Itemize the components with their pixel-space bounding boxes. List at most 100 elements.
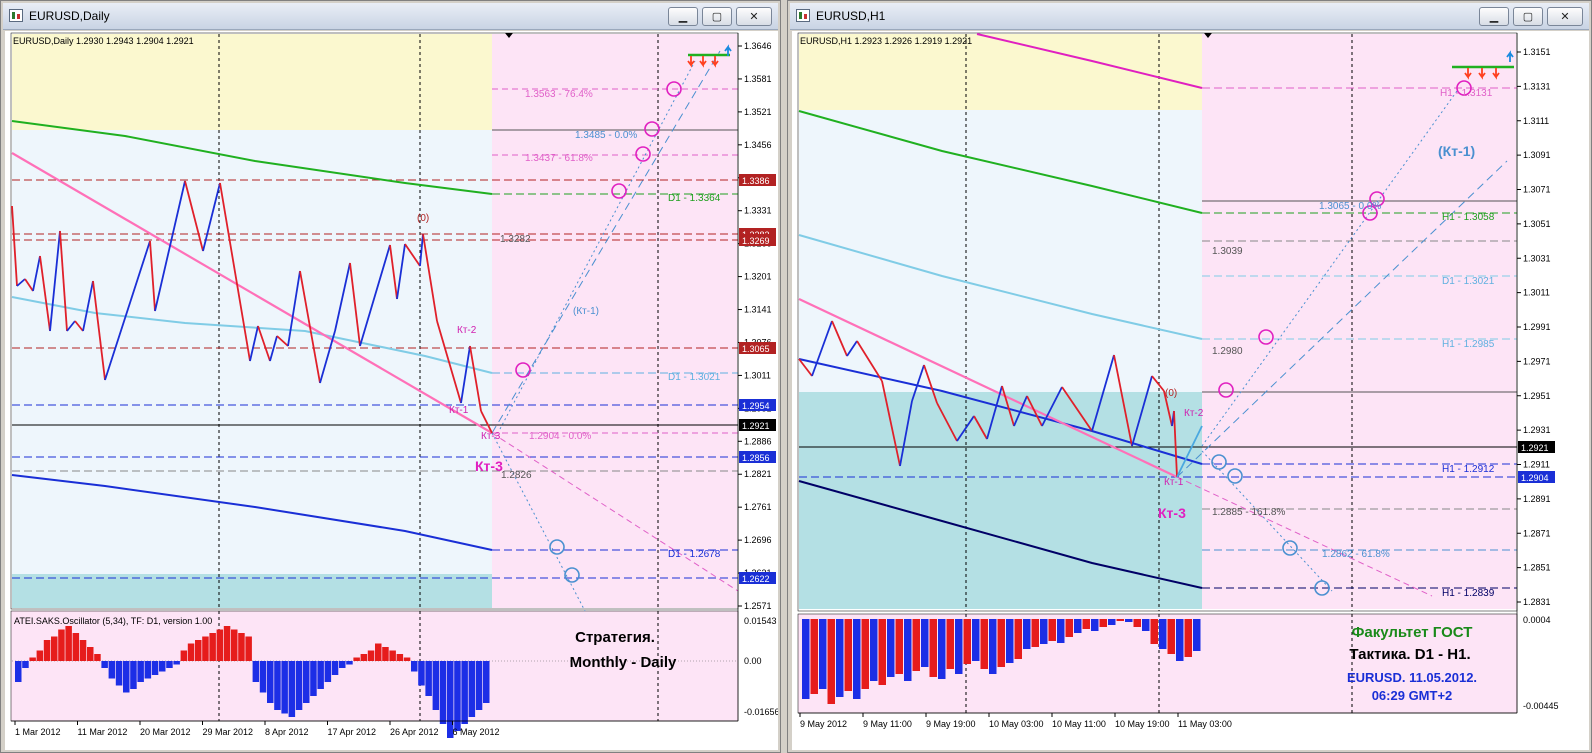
oscillator-bar bbox=[144, 661, 152, 679]
oscillator-bar bbox=[317, 661, 324, 689]
price-segment-up bbox=[419, 233, 424, 267]
price-segment-up bbox=[66, 320, 76, 332]
annotation-label: (Кт-1) bbox=[1438, 143, 1475, 159]
maximize-button[interactable]: ▢ bbox=[1513, 7, 1543, 26]
trend-line-extension bbox=[491, 432, 739, 592]
oscillator-bar bbox=[853, 619, 861, 699]
channel-line bbox=[491, 432, 586, 612]
chart-window-icon bbox=[9, 9, 23, 22]
oscillator-bar bbox=[827, 619, 835, 704]
price-segment-down bbox=[936, 402, 958, 442]
oscillator-bar bbox=[938, 619, 946, 679]
oscillator-bar bbox=[108, 661, 116, 679]
down-arrow-icon bbox=[1492, 68, 1500, 80]
down-arrow-icon bbox=[1464, 68, 1472, 80]
time-label: 8 Apr 2012 bbox=[265, 727, 309, 737]
oscillator-bar bbox=[396, 654, 404, 661]
oscillator-bar bbox=[836, 619, 844, 697]
maximize-button[interactable]: ▢ bbox=[702, 7, 732, 26]
oscillator-bar bbox=[15, 661, 22, 682]
target-circle bbox=[611, 183, 627, 199]
zone-pink bbox=[492, 34, 737, 608]
trend-line bbox=[11, 152, 493, 434]
oscillator-bar bbox=[1184, 619, 1192, 657]
price-badge bbox=[739, 451, 776, 463]
annotation-label: D1 - 1.2678 bbox=[668, 549, 721, 560]
price-label: 1.2971 bbox=[1523, 356, 1551, 366]
oscillator-bar bbox=[447, 661, 454, 738]
minimize-button[interactable]: ▁ bbox=[668, 7, 698, 26]
oscillator-bar bbox=[252, 661, 260, 682]
target-circle bbox=[644, 121, 660, 137]
oscillator-bar bbox=[844, 619, 852, 691]
price-segment-up bbox=[1176, 425, 1203, 478]
chart-window-icon bbox=[796, 9, 810, 22]
oscillator-bar bbox=[267, 661, 274, 703]
price-segment-down bbox=[881, 380, 901, 467]
chart-window-h1[interactable]: EURUSD,H1 ▁ ▢ ✕ H1 - 1.3131 (Кт-1) 1.3065 … bbox=[787, 0, 1592, 753]
oscillator-bar bbox=[389, 650, 396, 661]
price-segment-down bbox=[923, 364, 938, 404]
price-label: 1.3331 bbox=[744, 206, 772, 216]
price-segment-up bbox=[460, 345, 471, 404]
price-segment-down bbox=[469, 345, 482, 412]
target-circle bbox=[1211, 454, 1227, 470]
oscillator-bar bbox=[454, 661, 461, 731]
price-segment-down bbox=[1173, 410, 1178, 478]
oscillator-scale-label: 0.0004 bbox=[1523, 615, 1551, 625]
annotation-label: Кт-1 bbox=[1164, 477, 1184, 488]
price-label: 1.3456 bbox=[744, 140, 772, 150]
oscillator-bar bbox=[58, 629, 65, 661]
shift-marker bbox=[1204, 33, 1212, 38]
time-label: 26 Apr 2012 bbox=[390, 727, 439, 737]
time-label: 9 May 2012 bbox=[800, 719, 847, 729]
price-segment-down bbox=[1163, 390, 1173, 427]
price-label: 1.3141 bbox=[744, 305, 772, 315]
ma-line-green bbox=[798, 110, 1203, 214]
price-label: 1.3201 bbox=[744, 272, 772, 282]
indicator-title: ATEI.SAKS.Oscillator (5,34), TF: D1, ver… bbox=[14, 616, 212, 626]
minimize-button[interactable]: ▁ bbox=[1479, 7, 1509, 26]
oscillator-bar bbox=[1065, 619, 1073, 637]
price-badge bbox=[739, 342, 776, 354]
oscillator-bar bbox=[980, 619, 988, 669]
oscillator-bar bbox=[231, 629, 238, 661]
price-segment-up bbox=[811, 320, 833, 377]
tactic-caption: Тактика. D1 - H1. bbox=[1349, 646, 1470, 663]
price-label: 1.2821 bbox=[744, 469, 772, 479]
window-title: EURUSD,Daily bbox=[29, 9, 110, 23]
zone-teal bbox=[799, 392, 1202, 609]
oscillator-bar bbox=[972, 619, 980, 661]
price-label: 1.3151 bbox=[1523, 47, 1551, 57]
price-segment-down bbox=[1061, 386, 1093, 432]
oscillator-bar bbox=[288, 661, 296, 717]
price-badge-label: 1.3065 bbox=[742, 344, 770, 354]
chart-area[interactable]: 1.3563 - 76.4% 1.3485 - 0.0% 1.3437 - 61.8… bbox=[5, 31, 778, 750]
channel-line bbox=[1176, 160, 1508, 478]
shift-marker bbox=[505, 33, 513, 38]
window-titlebar[interactable]: EURUSD,H1 ▁ ▢ ✕ bbox=[790, 3, 1589, 30]
annotation-label: Кт-2 bbox=[457, 325, 477, 336]
oscillator-bar bbox=[887, 619, 895, 677]
target-circle bbox=[1218, 382, 1234, 398]
oscillator-bar bbox=[403, 657, 411, 661]
oscillator-bar bbox=[245, 636, 252, 661]
chart-window-daily[interactable]: EURUSD,Daily ▁ ▢ ✕ 1.3563 - 76.4% 1.3485 … bbox=[0, 0, 781, 753]
oscillator-bar bbox=[72, 633, 80, 661]
close-button[interactable]: ✕ bbox=[736, 7, 772, 26]
price-segment-down bbox=[219, 182, 251, 362]
price-label: 1.3111 bbox=[1523, 116, 1549, 126]
price-segment-down bbox=[831, 320, 848, 357]
close-button[interactable]: ✕ bbox=[1547, 7, 1583, 26]
price-segment-up bbox=[49, 230, 61, 332]
oscillator-bar bbox=[29, 657, 36, 661]
oscillator-bar bbox=[895, 619, 903, 674]
zone-yellow bbox=[12, 34, 492, 130]
oscillator-bar bbox=[921, 619, 929, 667]
chart-area[interactable]: H1 - 1.3131 (Кт-1) 1.3065 - 0.0% H1 - 1.305… bbox=[792, 31, 1589, 750]
oscillator-bar bbox=[159, 661, 166, 672]
oscillator-bar bbox=[1023, 619, 1031, 649]
chart-header: EURUSD,Daily 1.2930 1.2943 1.2904 1.2921 bbox=[13, 36, 194, 46]
oscillator-bar bbox=[223, 626, 231, 661]
window-titlebar[interactable]: EURUSD,Daily ▁ ▢ ✕ bbox=[3, 3, 778, 30]
